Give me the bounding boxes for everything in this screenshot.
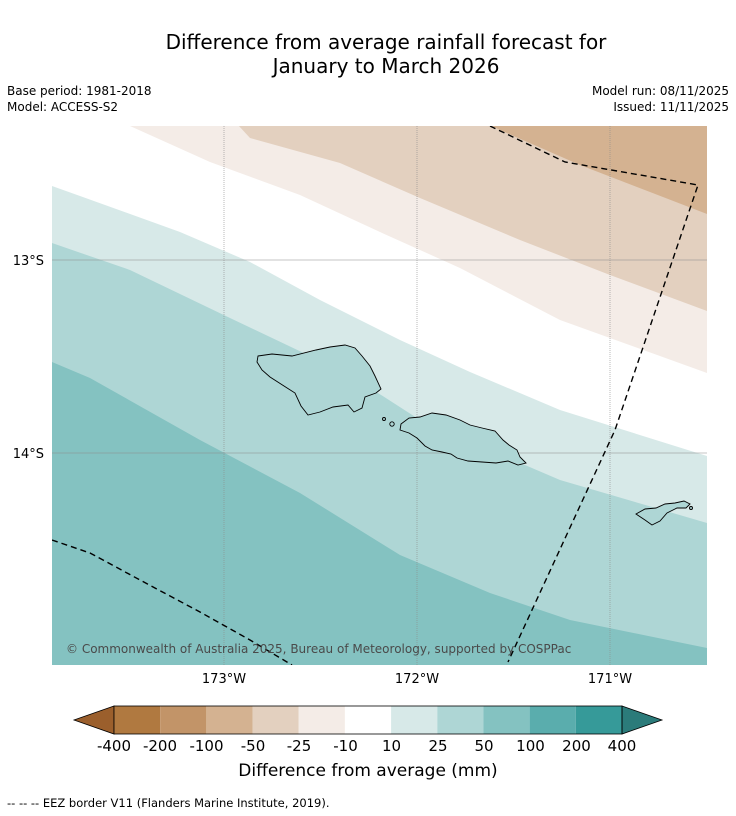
colorbar-tick: -200 bbox=[143, 737, 177, 755]
colorbar-swatch bbox=[206, 706, 253, 734]
colorbar-swatch bbox=[160, 706, 207, 734]
colorbar-tick: -400 bbox=[97, 737, 131, 755]
colorbar-title: Difference from average (mm) bbox=[238, 761, 498, 781]
lat-label-13s: 13°S bbox=[13, 254, 44, 269]
eez-border bbox=[52, 126, 699, 665]
colorbar-tick-labels: -400 -200 -100 -50 -25 -10 10 25 50 100 … bbox=[97, 737, 636, 755]
lat-label-14s: 14°S bbox=[13, 447, 44, 462]
savaii-island bbox=[256, 344, 382, 416]
manono-island bbox=[389, 421, 395, 427]
colorbar-swatch bbox=[344, 706, 392, 734]
colorbar-swatch bbox=[483, 706, 530, 734]
colorbar-swatch bbox=[298, 706, 345, 734]
colorbar-tick: 100 bbox=[516, 737, 545, 755]
band-50-100 bbox=[52, 362, 707, 665]
islands bbox=[256, 344, 693, 526]
graticule bbox=[52, 126, 707, 665]
title-line-2: January to March 2026 bbox=[272, 54, 500, 78]
colorbar bbox=[72, 705, 664, 735]
colorbar-swatch bbox=[437, 706, 484, 734]
colorbar-tick: 400 bbox=[608, 737, 637, 755]
model-run: Model run: 08/11/2025 bbox=[591, 84, 729, 98]
colorbar-swatch bbox=[529, 706, 576, 734]
colorbar-outline bbox=[113, 705, 623, 735]
issued-date: Issued: 11/11/2025 bbox=[613, 100, 729, 114]
meta-left: Base period: 1981-2018 Model: ACCESS-S2 bbox=[7, 83, 152, 115]
band-minus50-minus25 bbox=[238, 126, 707, 311]
eez-border-east bbox=[489, 126, 699, 663]
forecast-map: © Commonwealth of Australia 2025, Bureau… bbox=[52, 126, 707, 665]
colorbar-swatch bbox=[114, 706, 161, 734]
colorbar-extend-low bbox=[72, 705, 115, 735]
lon-label-173w: 173°W bbox=[202, 672, 246, 687]
colorbar-tick: 25 bbox=[428, 737, 447, 755]
lon-label-172w: 172°W bbox=[395, 672, 439, 687]
axis-labels: 13°S 14°S 173°W 172°W 171°W bbox=[13, 254, 633, 687]
colorbar-extend-high bbox=[621, 705, 664, 735]
eez-footnote: -- -- -- EEZ border V11 (Flanders Marine… bbox=[7, 796, 330, 810]
title-line-1: Difference from average rainfall forecas… bbox=[165, 30, 607, 54]
model-name: Model: ACCESS-S2 bbox=[7, 100, 119, 114]
colorbar-tick: -25 bbox=[287, 737, 312, 755]
upolu-island bbox=[399, 412, 527, 466]
copyright-text: © Commonwealth of Australia 2025, Bureau… bbox=[66, 642, 571, 656]
apolima-island bbox=[382, 417, 386, 421]
colorbar-tick: 50 bbox=[474, 737, 493, 755]
colorbar-tick: 10 bbox=[382, 737, 401, 755]
band-minus100-minus50 bbox=[492, 126, 707, 214]
aunuu-island bbox=[689, 506, 693, 510]
colorbar-swatch bbox=[575, 706, 622, 734]
colorbar-tick: -100 bbox=[189, 737, 223, 755]
tutuila-island bbox=[635, 500, 691, 526]
chart-title: Difference from average rainfall forecas… bbox=[0, 30, 736, 78]
colorbar-tick: 200 bbox=[562, 737, 591, 755]
colorbar-tick: -10 bbox=[333, 737, 358, 755]
meta-right: Model run: 08/11/2025 Issued: 11/11/2025 bbox=[592, 83, 729, 115]
colorbar-swatch bbox=[252, 706, 299, 734]
colorbar-swatch bbox=[391, 706, 438, 734]
base-period: Base period: 1981-2018 bbox=[7, 84, 152, 98]
eez-border-southwest bbox=[52, 539, 293, 665]
lon-label-171w: 171°W bbox=[588, 672, 632, 687]
colorbar-tick: -50 bbox=[241, 737, 266, 755]
